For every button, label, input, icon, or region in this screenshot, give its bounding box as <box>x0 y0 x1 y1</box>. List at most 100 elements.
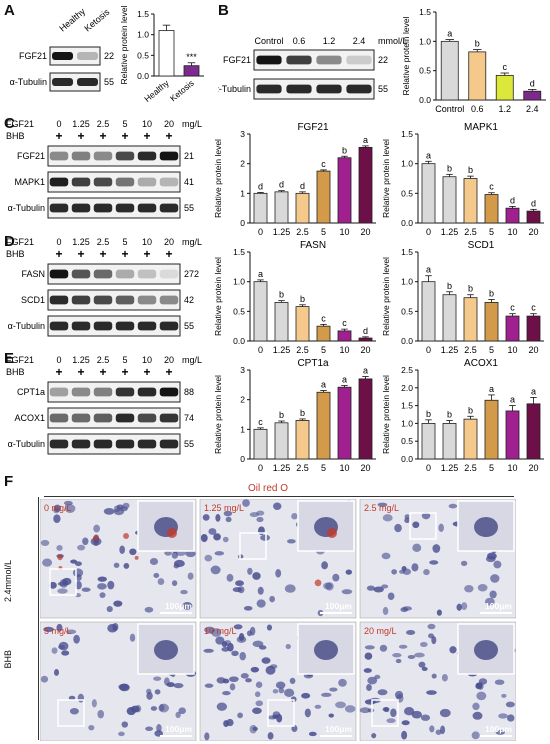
cell-nucleus <box>224 640 232 646</box>
cell-nucleus <box>381 552 391 560</box>
x-tick-label-5: 5 <box>321 227 326 237</box>
significance-letter: a <box>489 384 494 394</box>
protein-band <box>93 151 113 161</box>
protein-band <box>115 413 135 423</box>
cell-nucleus <box>229 683 236 691</box>
x-tick-label-10: 10 <box>339 345 349 355</box>
bar-1-25 <box>442 176 457 224</box>
cell-nucleus <box>402 568 412 575</box>
x-tick-label-2-5: 2.5 <box>464 345 477 355</box>
cell-nucleus <box>53 514 61 524</box>
cell-nucleus <box>461 602 468 611</box>
significance-letter: a <box>342 374 347 384</box>
cell-nucleus <box>321 692 332 697</box>
cell-nucleus <box>58 641 69 651</box>
protein-band <box>71 203 91 213</box>
protein-band <box>71 321 91 331</box>
cell-nucleus <box>156 724 162 733</box>
protein-band <box>115 203 135 213</box>
lane-label-2-4: 2.4 <box>353 36 366 46</box>
significance-letter: a <box>426 265 431 275</box>
y-tick-label: 0.0 <box>419 95 431 105</box>
x-tick-label-5: 5 <box>321 345 326 355</box>
cell-nucleus <box>456 603 462 611</box>
cell-nucleus <box>249 626 256 636</box>
cell-nucleus <box>269 595 275 603</box>
cell-nucleus <box>382 606 389 616</box>
plus-sign: + <box>99 129 106 143</box>
cell-nucleus <box>149 558 159 566</box>
protein-band <box>137 177 157 187</box>
lane-label-1-25: 1.25 <box>72 237 90 247</box>
cell-nucleus <box>216 677 226 684</box>
cell-nucleus <box>427 623 436 630</box>
protein-band <box>137 413 157 423</box>
cell-nucleus <box>222 691 231 696</box>
y-axis-label: Relative protein level <box>213 257 223 336</box>
cell-nucleus <box>477 584 488 592</box>
cell-nucleus <box>245 678 252 683</box>
protein-band <box>93 177 113 187</box>
cell-nucleus <box>472 702 480 711</box>
cell-nucleus <box>178 707 186 715</box>
significance-letter: *** <box>186 52 197 62</box>
cell-nucleus <box>420 641 428 647</box>
protein-band <box>71 387 91 397</box>
cell-nucleus <box>256 516 264 523</box>
western-blot-b: Control 0.6 1.2 2.4 mmol/L FGF21 22 α-Tubulin 55 <box>218 36 408 100</box>
inset-cell <box>314 640 338 660</box>
blot-strip-mapk1 <box>47 171 181 193</box>
cell-nucleus <box>106 606 113 613</box>
x-tick-label-0: 0 <box>258 463 263 473</box>
x-tick-label-0-6: 0.6 <box>471 104 484 114</box>
protein-band <box>77 52 98 60</box>
bar-10 <box>337 386 352 460</box>
x-tick-label-ketosis: Ketosis <box>168 78 196 104</box>
inset-lipid-droplet <box>327 528 337 538</box>
cell-nucleus <box>233 624 243 630</box>
bar-chart-d-fasn: FASN Relative protein level 0.0 0.5 1.0 1.5 a 0… <box>213 240 376 355</box>
oil-red-o-title: Oil red O <box>248 483 289 494</box>
bar-0 <box>253 428 268 460</box>
significance-letter: b <box>468 165 473 175</box>
cell-nucleus <box>175 711 181 719</box>
protein-band <box>316 55 342 65</box>
cell-nucleus <box>203 648 214 653</box>
cell-nucleus <box>63 500 73 506</box>
y-tick-label: 3 <box>240 129 245 139</box>
protein-band <box>137 439 157 449</box>
unit-label: mg/L <box>182 119 202 129</box>
significance-letter: d <box>363 326 368 336</box>
cell-nucleus <box>366 585 375 591</box>
bar-5 <box>316 391 331 460</box>
lane-label-0: 0 <box>56 355 61 365</box>
plus-sign: + <box>121 129 128 143</box>
bar-10 <box>505 410 520 460</box>
cell-nucleus <box>436 609 442 616</box>
bar-chart-e-acox1: ACOX1 Relative protein level 0.0 0.5 1.0 1.5 2… <box>381 358 544 473</box>
y-tick-label: 1.0 <box>401 277 413 287</box>
y-tick-label: 1.5 <box>401 129 413 139</box>
kda-label: 41 <box>184 177 194 187</box>
cell-nucleus <box>56 623 63 632</box>
y-tick-label: 0.0 <box>401 218 413 228</box>
protein-label-fgf21: FGF21 <box>223 55 251 65</box>
significance-letter: b <box>475 39 480 49</box>
x-tick-label-0: 0 <box>426 345 431 355</box>
bar-1-2 <box>495 74 514 101</box>
cell-nucleus <box>432 544 441 553</box>
row-divider-line <box>38 497 39 740</box>
lane-label-2-5: 2.5 <box>97 355 110 365</box>
x-tick-label-1-25: 1.25 <box>441 463 459 473</box>
lane-label-20: 20 <box>164 237 174 247</box>
cell-nucleus <box>77 544 86 551</box>
selection-box <box>371 699 399 727</box>
protein-band <box>286 84 312 94</box>
significance-letter: d <box>300 181 305 191</box>
lane-label-0: 0 <box>56 119 61 129</box>
cell-nucleus <box>129 633 136 642</box>
y-tick-label: 1.0 <box>401 418 413 428</box>
cell-nucleus <box>129 548 137 556</box>
